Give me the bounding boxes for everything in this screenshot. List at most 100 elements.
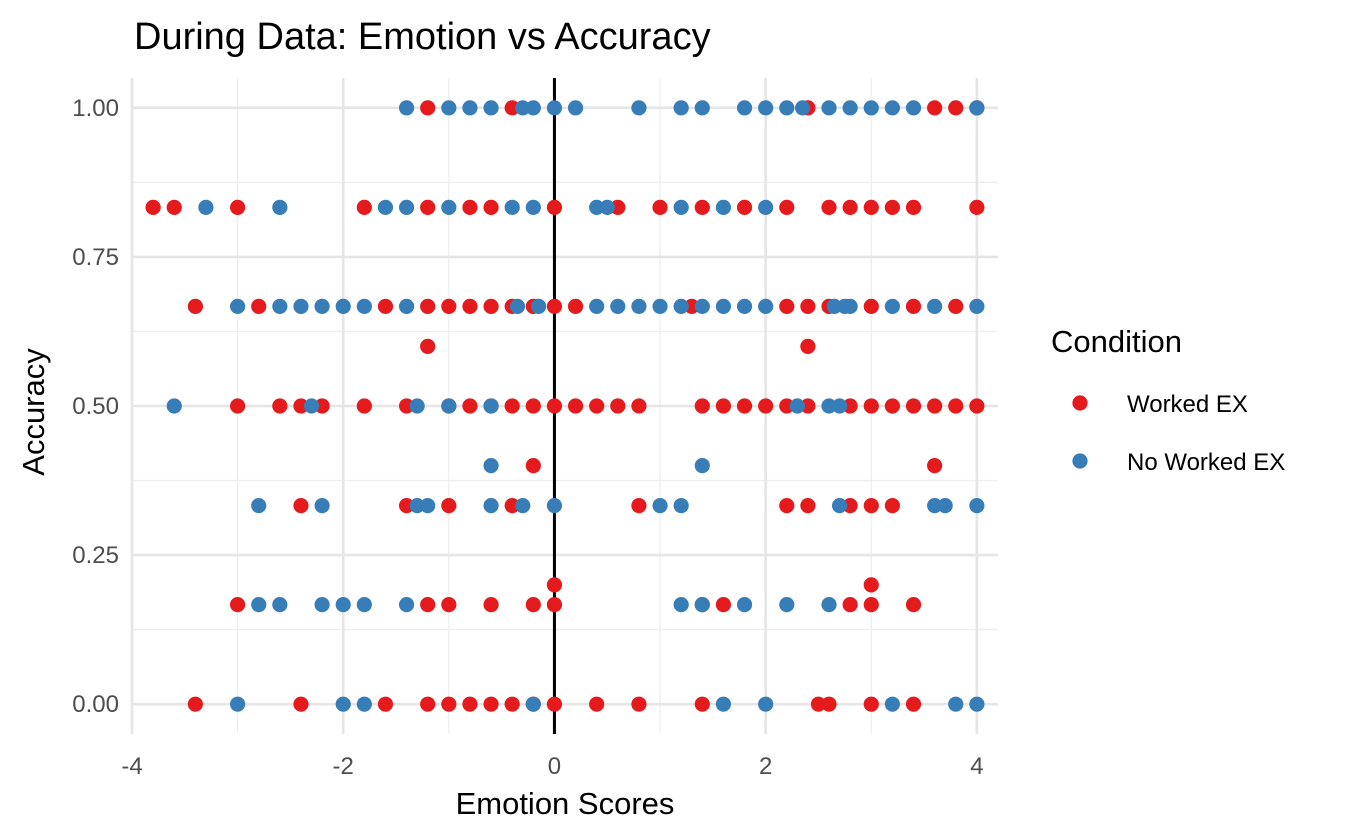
- data-point: [293, 497, 309, 514]
- data-point: [441, 298, 457, 315]
- data-point: [948, 100, 964, 116]
- data-point: [673, 497, 689, 514]
- data-point: [800, 338, 816, 354]
- data-point: [483, 497, 499, 514]
- data-point: [863, 100, 879, 116]
- x-tick-label: -4: [121, 753, 142, 780]
- data-point: [884, 696, 900, 712]
- data-point: [927, 398, 943, 414]
- data-point: [863, 199, 879, 216]
- data-point: [842, 497, 858, 514]
- data-point: [969, 398, 985, 414]
- y-tick-label: 1.00: [72, 95, 119, 122]
- data-point: [314, 497, 330, 514]
- data-point: [409, 497, 425, 514]
- data-point: [779, 199, 795, 216]
- data-point: [826, 298, 842, 315]
- data-point: [684, 298, 700, 315]
- data-point: [230, 199, 246, 216]
- data-point: [758, 696, 774, 712]
- data-point: [652, 199, 668, 216]
- data-point: [335, 298, 351, 315]
- data-point: [398, 199, 415, 216]
- data-point: [736, 596, 753, 613]
- data-point: [969, 100, 985, 116]
- data-point: [504, 199, 520, 216]
- data-point: [251, 298, 267, 315]
- data-point: [293, 696, 309, 712]
- data-point: [969, 497, 985, 514]
- y-axis-ticks: 0.00 0.25 0.50 0.75 1.00: [72, 95, 119, 718]
- data-points: [145, 100, 985, 712]
- data-point: [779, 596, 795, 613]
- data-point: [715, 298, 732, 315]
- data-point: [631, 497, 647, 514]
- data-point: [462, 100, 478, 116]
- data-point: [441, 696, 457, 712]
- data-point: [905, 398, 922, 414]
- data-point: [546, 199, 563, 216]
- data-point: [842, 100, 858, 116]
- data-point: [842, 199, 858, 216]
- data-point: [863, 298, 879, 315]
- data-point: [905, 596, 922, 613]
- data-point: [567, 298, 584, 315]
- data-point: [462, 696, 478, 712]
- data-point: [483, 398, 499, 414]
- data-point: [420, 298, 436, 315]
- data-point: [736, 100, 753, 116]
- data-point: [272, 199, 288, 216]
- legend-label: No Worked EX: [1127, 449, 1285, 476]
- data-point: [525, 596, 541, 613]
- data-point: [441, 497, 457, 514]
- data-point: [800, 298, 816, 315]
- data-point: [335, 596, 351, 613]
- legend-title: Condition: [1051, 324, 1182, 359]
- data-point: [789, 398, 805, 414]
- data-point: [842, 596, 858, 613]
- data-point: [631, 398, 647, 414]
- data-point: [589, 398, 605, 414]
- data-point: [800, 497, 816, 514]
- data-point: [230, 596, 246, 613]
- y-axis-title: Accuracy: [16, 348, 51, 476]
- data-point: [441, 100, 457, 116]
- data-point: [673, 199, 689, 216]
- data-point: [441, 398, 457, 414]
- data-point: [462, 298, 478, 315]
- data-point: [842, 298, 858, 315]
- data-point: [420, 696, 436, 712]
- data-point: [356, 696, 372, 712]
- data-point: [652, 298, 668, 315]
- data-point: [420, 596, 436, 613]
- data-point: [546, 696, 563, 712]
- series-no-worked-ex: [166, 100, 985, 712]
- data-point: [356, 199, 372, 216]
- data-point: [937, 497, 953, 514]
- data-point: [905, 298, 922, 315]
- data-point: [715, 398, 732, 414]
- data-point: [441, 596, 457, 613]
- data-point: [356, 398, 372, 414]
- y-tick-label: 0.75: [72, 244, 119, 271]
- data-point: [409, 398, 425, 414]
- x-axis-ticks: -4 -2 0 2 4: [121, 753, 983, 780]
- data-point: [272, 298, 288, 315]
- data-point: [831, 497, 848, 514]
- data-point: [821, 199, 837, 216]
- data-point: [631, 298, 647, 315]
- data-point: [779, 298, 795, 315]
- data-point: [758, 398, 774, 414]
- data-point: [293, 298, 309, 315]
- x-tick-label: 4: [970, 753, 983, 780]
- data-point: [736, 199, 753, 216]
- data-point: [293, 398, 309, 414]
- data-point: [795, 100, 811, 116]
- data-point: [694, 199, 710, 216]
- data-point: [420, 100, 436, 116]
- data-point: [515, 497, 531, 514]
- data-point: [230, 398, 246, 414]
- data-point: [166, 398, 182, 414]
- data-point: [377, 696, 394, 712]
